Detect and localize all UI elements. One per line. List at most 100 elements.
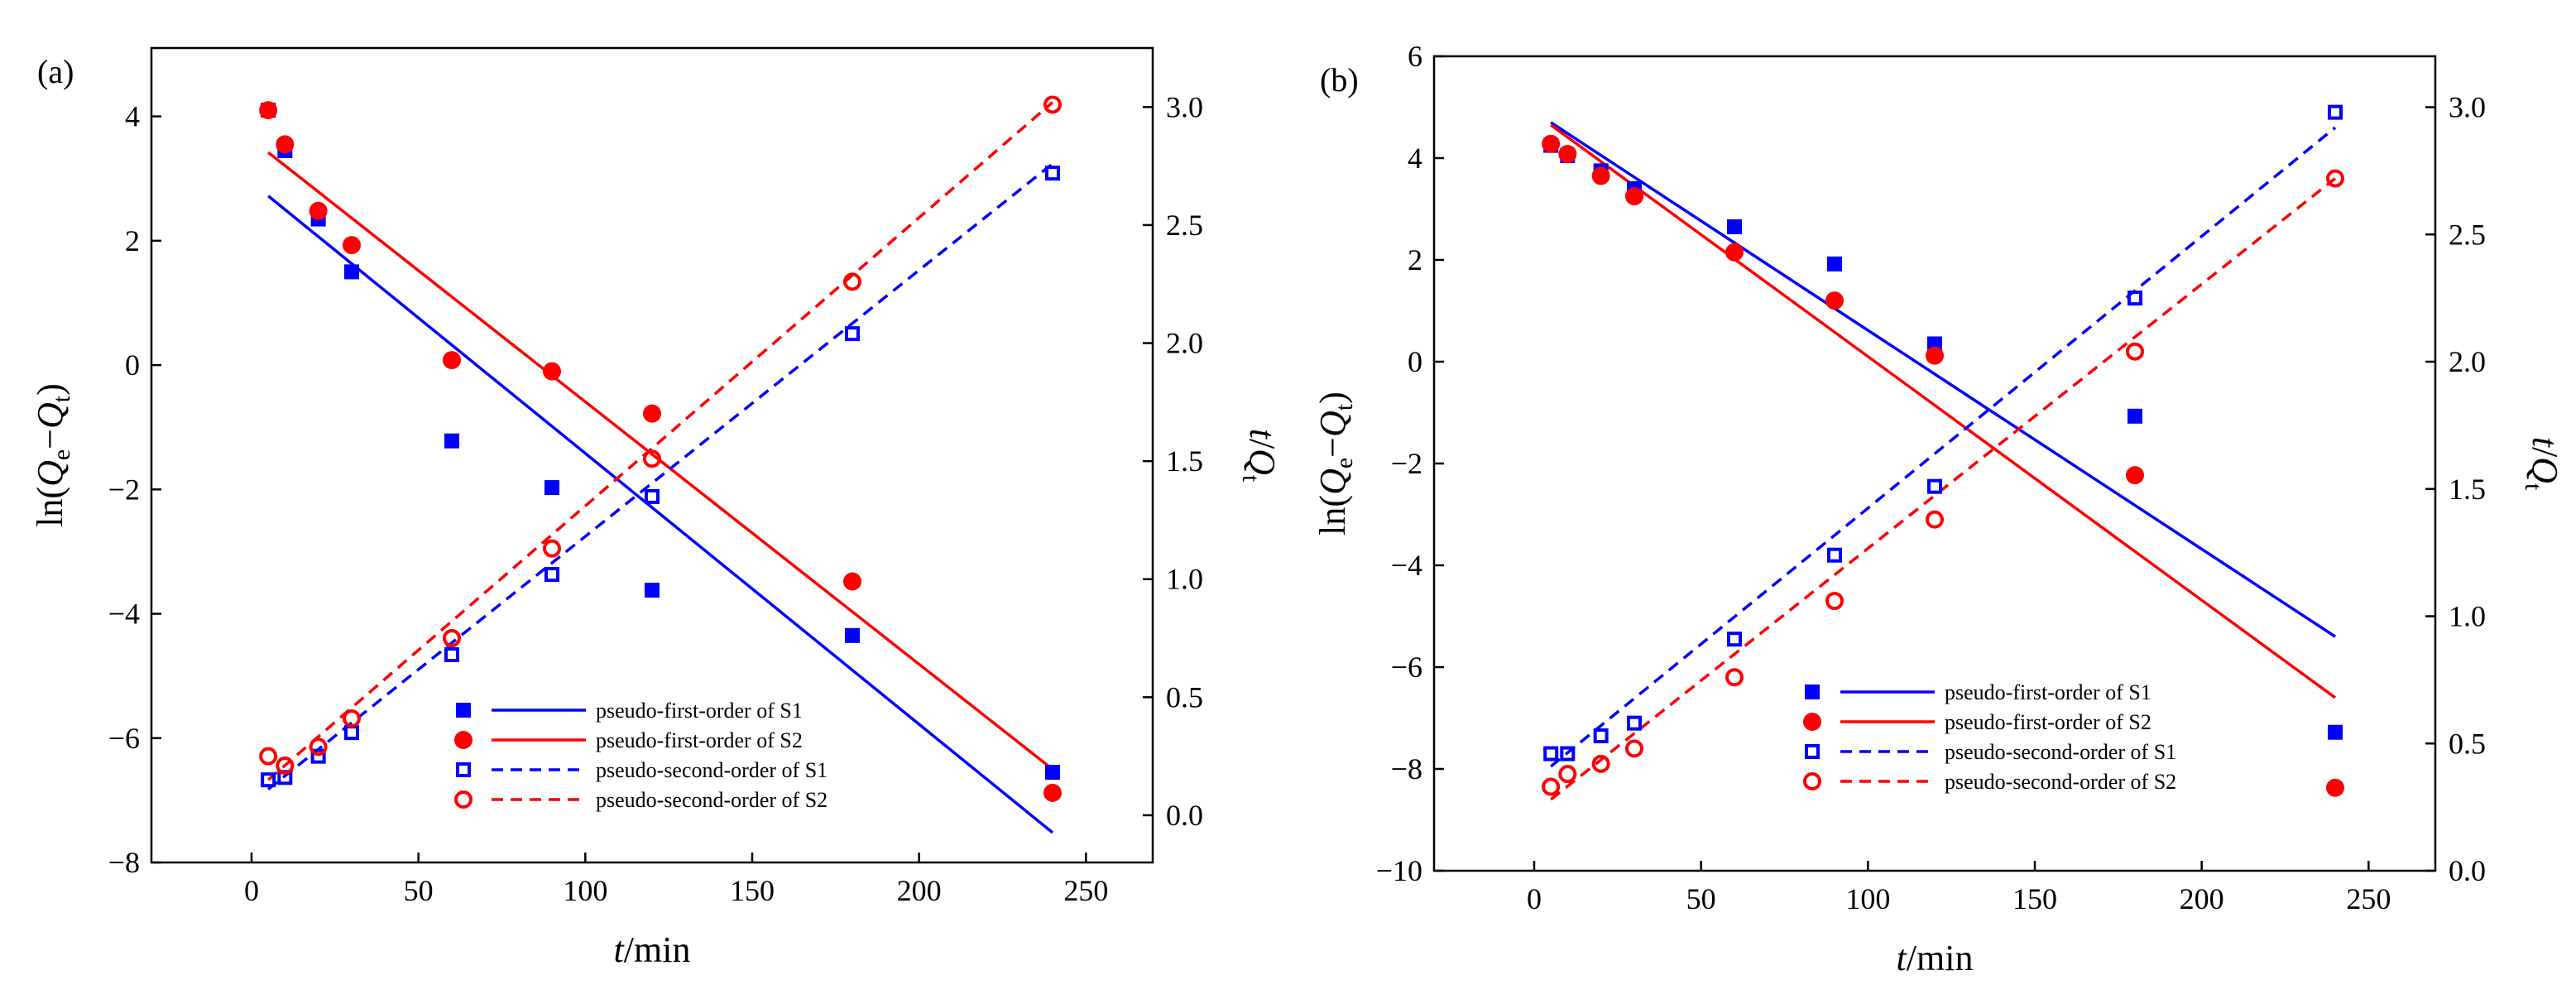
data-point xyxy=(1542,134,1561,153)
plot-frame xyxy=(1432,55,2437,872)
data-point xyxy=(1926,510,1944,529)
y-right-tick-label: 0.5 xyxy=(2449,727,2486,760)
legend-marker xyxy=(1803,713,1821,731)
series-fit-line xyxy=(267,195,1054,834)
series-fit-line xyxy=(267,162,1054,790)
y-right-axis-title-part: / xyxy=(1242,439,1283,449)
x-tick-label: 150 xyxy=(2012,882,2057,915)
data-point xyxy=(443,629,461,648)
data-point xyxy=(1827,547,1842,563)
y-left-tick-label: −6 xyxy=(1391,651,1422,684)
data-point xyxy=(310,748,326,764)
legend-marker xyxy=(1805,685,1820,699)
x-axis-title: t/min xyxy=(614,930,691,970)
data-point xyxy=(845,627,860,643)
data-point xyxy=(1045,166,1060,181)
data-point xyxy=(1593,728,1609,744)
legend-marker xyxy=(454,731,473,749)
y-right-axis-title-part: t xyxy=(2520,483,2547,491)
data-point xyxy=(343,709,361,728)
y-right-axis-title-part: t xyxy=(1242,429,1283,440)
y-right-tick-label: 0.0 xyxy=(2449,854,2486,887)
data-point xyxy=(276,757,295,776)
data-point xyxy=(444,433,459,449)
y-left-tick-label: 4 xyxy=(125,100,140,133)
legend: pseudo-first-order of S1 pseudo-first-ord… xyxy=(454,699,827,812)
y-left-axis-title: ln(Qe−Qt) xyxy=(1312,392,1358,536)
y-left-tick-label: −2 xyxy=(1391,447,1422,480)
y-left-axis-title-part: Q xyxy=(30,402,70,429)
legend-label: pseudo-second-order of S1 xyxy=(596,758,827,782)
x-tick-label: 200 xyxy=(897,874,942,907)
x-axis-title-unit: /min xyxy=(1907,938,1974,978)
x-tick-label: 250 xyxy=(2346,882,2391,915)
series-fit-line xyxy=(1550,126,2337,768)
data-point xyxy=(643,404,661,423)
data-point xyxy=(1591,166,1610,185)
x-tick-label: 0 xyxy=(1527,882,1542,915)
y-right-axis-title-part: / xyxy=(2525,447,2565,458)
data-point xyxy=(1725,243,1744,262)
data-point xyxy=(645,488,660,504)
y-right-tick-label: 2.5 xyxy=(1166,209,1203,242)
chart-panel: 0 50 100 150 200 250 −8 −6 −4 −2 0 2 4 0.0 0.5 1.0 1.5 2.… xyxy=(30,46,1283,970)
legend-marker xyxy=(1805,744,1820,759)
legend-label: pseudo-first-order of S1 xyxy=(1945,680,2151,704)
y-right-axis-title-part: t xyxy=(2525,437,2565,449)
y-right-tick-label: 3.0 xyxy=(1166,90,1203,123)
data-point xyxy=(1591,754,1610,773)
data-point xyxy=(543,362,561,381)
legend-label: pseudo-second-order of S2 xyxy=(596,788,827,812)
y-left-tick-label: 6 xyxy=(1408,40,1422,73)
legend-label: pseudo-first-order of S2 xyxy=(1945,710,2151,734)
y-right-tick-label: 2.5 xyxy=(2449,218,2486,251)
legend-label: pseudo-second-order of S1 xyxy=(1945,740,2176,764)
legend-label: pseudo-first-order of S1 xyxy=(596,699,803,723)
panel-label: (a) xyxy=(37,53,74,90)
y-left-tick-label: 0 xyxy=(125,348,140,382)
data-point xyxy=(544,567,559,583)
y-right-tick-label: 0.0 xyxy=(1166,799,1203,832)
data-point xyxy=(1627,715,1642,731)
y-left-tick-label: −4 xyxy=(108,598,140,631)
y-right-tick-label: 1.5 xyxy=(1166,444,1203,478)
series-fit-line xyxy=(1550,121,2336,638)
y-right-axis-title-part: Q xyxy=(1242,449,1283,475)
data-point xyxy=(1825,592,1844,611)
y-right-tick-label: 2.0 xyxy=(2449,345,2486,378)
data-point xyxy=(2126,466,2144,485)
x-tick-label: 50 xyxy=(404,874,434,907)
y-left-tick-label: −6 xyxy=(108,722,140,755)
y-right-tick-label: 0.5 xyxy=(1166,680,1203,713)
series-fit-line xyxy=(267,101,1054,781)
y-left-axis-title-part: ln( xyxy=(1312,495,1353,536)
data-point xyxy=(261,772,276,788)
y-right-axis-title: t/Qt xyxy=(2520,437,2565,491)
y-right-tick-label: 1.5 xyxy=(2449,473,2486,506)
x-tick-label: 100 xyxy=(563,874,607,907)
y-left-axis-title: ln(Qe−Qt) xyxy=(30,383,75,527)
y-right-axis-title-part: Q xyxy=(2525,457,2565,483)
data-point xyxy=(2328,104,2343,120)
data-point xyxy=(2127,291,2142,306)
data-point xyxy=(1558,145,1577,164)
data-point xyxy=(2328,724,2343,740)
y-left-tick-label: −10 xyxy=(1376,854,1422,887)
legend-marker xyxy=(454,790,473,809)
data-point xyxy=(259,747,278,766)
x-tick-label: 150 xyxy=(730,874,775,907)
y-left-tick-label: −8 xyxy=(1391,752,1422,785)
y-left-tick-label: −2 xyxy=(108,473,140,506)
x-axis-title-unit: /min xyxy=(624,930,691,970)
data-point xyxy=(1560,746,1576,761)
series-fit-line xyxy=(1550,123,2337,699)
x-axis-title-italic: t xyxy=(1897,938,1908,978)
data-point xyxy=(276,135,295,154)
y-left-axis-title-part: e xyxy=(1331,458,1358,468)
y-left-axis-title-part: ) xyxy=(1312,392,1353,404)
series-fit-line xyxy=(1550,177,2337,801)
data-point xyxy=(309,201,328,220)
chart-panel: 0 50 100 150 200 250 −10 −8 −6 −4 −2 0 2 4 6 0.0 0.5 1.0 1… xyxy=(1312,40,2565,978)
x-axis-title: t/min xyxy=(1897,938,1974,978)
